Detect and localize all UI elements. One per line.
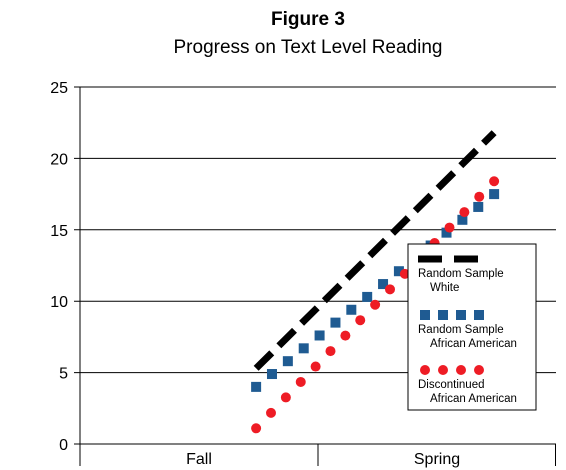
chart-subtitle: Progress on Text Level Reading [174, 37, 443, 58]
x-tick-labels: Fall Spring [186, 451, 460, 468]
series-point-circle [340, 330, 351, 341]
series-3 [251, 176, 500, 434]
legend-label-line1: Discontinued [418, 379, 484, 391]
series-point-square [251, 381, 262, 392]
series-point-square [362, 291, 373, 302]
legend-swatch-square [420, 310, 430, 320]
legend-swatch-circle [420, 365, 430, 375]
series-point-square [378, 279, 389, 290]
y-tick-label-0: 0 [59, 437, 68, 454]
legend-item-2: Random Sample African American [418, 310, 517, 350]
legend-label-line2: African American [430, 338, 517, 350]
series-point-circle [384, 284, 395, 295]
y-tick-labels: 0 5 10 15 20 25 [50, 80, 68, 454]
series-point-square [457, 214, 468, 225]
y-tick-label-10: 10 [50, 294, 68, 311]
series-point-circle [355, 315, 366, 326]
x-tick-label-fall: Fall [186, 451, 212, 468]
series-point-circle [251, 423, 262, 434]
series-line-dashed [253, 130, 497, 371]
y-tick-label-5: 5 [59, 366, 68, 383]
series-point-circle [459, 207, 470, 218]
y-tick-label-25: 25 [50, 80, 68, 97]
series-point-circle [295, 376, 306, 387]
series-point-square [266, 369, 277, 380]
legend-swatch-circle [438, 365, 448, 375]
series-point-square [393, 266, 404, 277]
series-point-circle [370, 299, 381, 310]
series-point-circle [310, 361, 321, 372]
series-point-circle [474, 191, 485, 202]
legend-label-line1: Random Sample [418, 324, 504, 336]
series-point-square [441, 227, 452, 238]
series-point-circle [325, 346, 336, 357]
series-point-square [282, 356, 293, 367]
chart-title: Figure 3 [271, 9, 345, 30]
legend-item-1: Random Sample White [418, 255, 504, 294]
legend-swatch-circle [474, 365, 484, 375]
axes [74, 87, 556, 466]
legend-swatch-square [456, 310, 466, 320]
legend-swatch-square [438, 310, 448, 320]
legend-box [407, 243, 537, 411]
series-point-circle [399, 268, 410, 279]
legend-swatch-circle [456, 365, 466, 375]
series-point-square [298, 343, 309, 354]
series-point-square [346, 304, 357, 315]
legend: Random Sample White Random Sample African A… [407, 243, 537, 411]
legend-label-line1: Random Sample [418, 268, 504, 280]
legend-swatch-square [474, 310, 484, 320]
series-point-square [489, 189, 500, 200]
legend-label-line2: White [430, 282, 459, 294]
series-point-circle [265, 407, 276, 418]
y-tick-label-20: 20 [50, 151, 68, 168]
legend-item-3: Discontinued African American [418, 365, 517, 405]
series-point-square [330, 317, 341, 328]
series-point-circle [444, 222, 455, 233]
series-point-square [473, 201, 484, 212]
legend-label-line2: African American [430, 393, 517, 405]
y-tick-label-15: 15 [50, 223, 68, 240]
series-point-circle [489, 176, 500, 187]
x-tick-label-spring: Spring [414, 451, 460, 468]
series-point-square [314, 330, 325, 341]
series-point-circle [280, 392, 291, 403]
series-1 [253, 130, 497, 371]
